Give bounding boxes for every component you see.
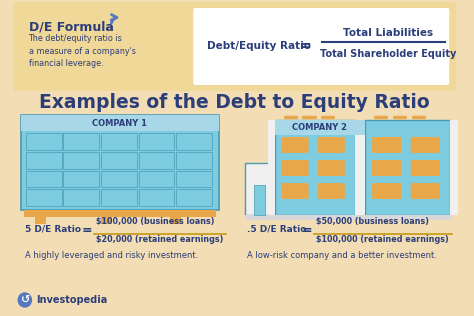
FancyBboxPatch shape — [372, 137, 401, 153]
FancyBboxPatch shape — [318, 137, 345, 153]
Bar — [21, 115, 219, 131]
Text: A highly leveraged and risky investment.: A highly leveraged and risky investment. — [25, 251, 198, 260]
Text: $100,000 (business loans): $100,000 (business loans) — [96, 217, 215, 226]
Bar — [21, 115, 219, 210]
Bar — [176, 152, 212, 168]
Bar — [139, 133, 174, 150]
Text: ↺: ↺ — [20, 295, 29, 305]
Text: Total Shareholder Equity: Total Shareholder Equity — [320, 49, 456, 59]
Bar — [170, 217, 181, 224]
Bar — [268, 120, 275, 215]
Bar — [101, 152, 137, 168]
Bar — [245, 215, 452, 220]
Text: The debt/equity ratio is
a measure of a company's
financial leverage.: The debt/equity ratio is a measure of a … — [28, 34, 136, 68]
Text: $50,000 (business loans): $50,000 (business loans) — [316, 217, 428, 226]
FancyBboxPatch shape — [318, 183, 345, 199]
FancyBboxPatch shape — [193, 8, 449, 85]
Text: =: = — [81, 224, 92, 237]
Text: A low-risk company and a better investment.: A low-risk company and a better investme… — [247, 251, 437, 260]
Bar — [101, 189, 137, 206]
FancyBboxPatch shape — [282, 183, 309, 199]
Text: D/E Formula: D/E Formula — [28, 20, 113, 33]
Bar — [26, 152, 62, 168]
Bar — [245, 163, 273, 215]
Bar — [254, 185, 265, 215]
Bar — [365, 120, 450, 215]
Bar — [24, 210, 216, 217]
Bar — [101, 171, 137, 187]
Bar — [176, 171, 212, 187]
FancyBboxPatch shape — [14, 2, 456, 91]
Bar — [176, 189, 212, 206]
Bar — [355, 120, 363, 215]
Text: =: = — [301, 224, 312, 237]
Bar — [101, 133, 137, 150]
Text: $20,000 (retained earnings): $20,000 (retained earnings) — [96, 235, 224, 244]
FancyBboxPatch shape — [282, 137, 309, 153]
Bar — [64, 133, 99, 150]
FancyBboxPatch shape — [410, 160, 440, 176]
Text: $100,000 (retained earnings): $100,000 (retained earnings) — [316, 235, 448, 244]
Bar — [275, 120, 365, 135]
Text: Investopedia: Investopedia — [36, 295, 107, 305]
Bar — [64, 171, 99, 187]
Bar — [139, 171, 174, 187]
Bar — [64, 152, 99, 168]
Text: Debt/Equity Ratio: Debt/Equity Ratio — [208, 41, 311, 51]
Text: COMPANY 2: COMPANY 2 — [292, 123, 347, 132]
Bar — [358, 120, 365, 215]
FancyBboxPatch shape — [372, 183, 401, 199]
Bar — [35, 217, 46, 224]
Bar — [64, 189, 99, 206]
Text: 5 D/E Ratio: 5 D/E Ratio — [25, 224, 81, 233]
Text: =: = — [300, 39, 311, 53]
FancyBboxPatch shape — [372, 160, 401, 176]
Text: Total Liabilities: Total Liabilities — [343, 28, 433, 38]
FancyBboxPatch shape — [282, 160, 309, 176]
Bar — [139, 189, 174, 206]
Bar — [450, 120, 458, 215]
Text: Examples of the Debt to Equity Ratio: Examples of the Debt to Equity Ratio — [39, 93, 430, 112]
FancyBboxPatch shape — [318, 160, 345, 176]
FancyBboxPatch shape — [410, 137, 440, 153]
Text: .5 D/E Ratio: .5 D/E Ratio — [247, 224, 306, 233]
Bar — [101, 217, 112, 224]
Bar — [26, 171, 62, 187]
Bar — [176, 133, 212, 150]
Bar — [275, 120, 355, 215]
Bar — [26, 133, 62, 150]
Text: COMPANY 1: COMPANY 1 — [92, 118, 147, 127]
FancyBboxPatch shape — [410, 183, 440, 199]
Circle shape — [18, 293, 31, 307]
Bar — [26, 189, 62, 206]
Bar — [139, 152, 174, 168]
